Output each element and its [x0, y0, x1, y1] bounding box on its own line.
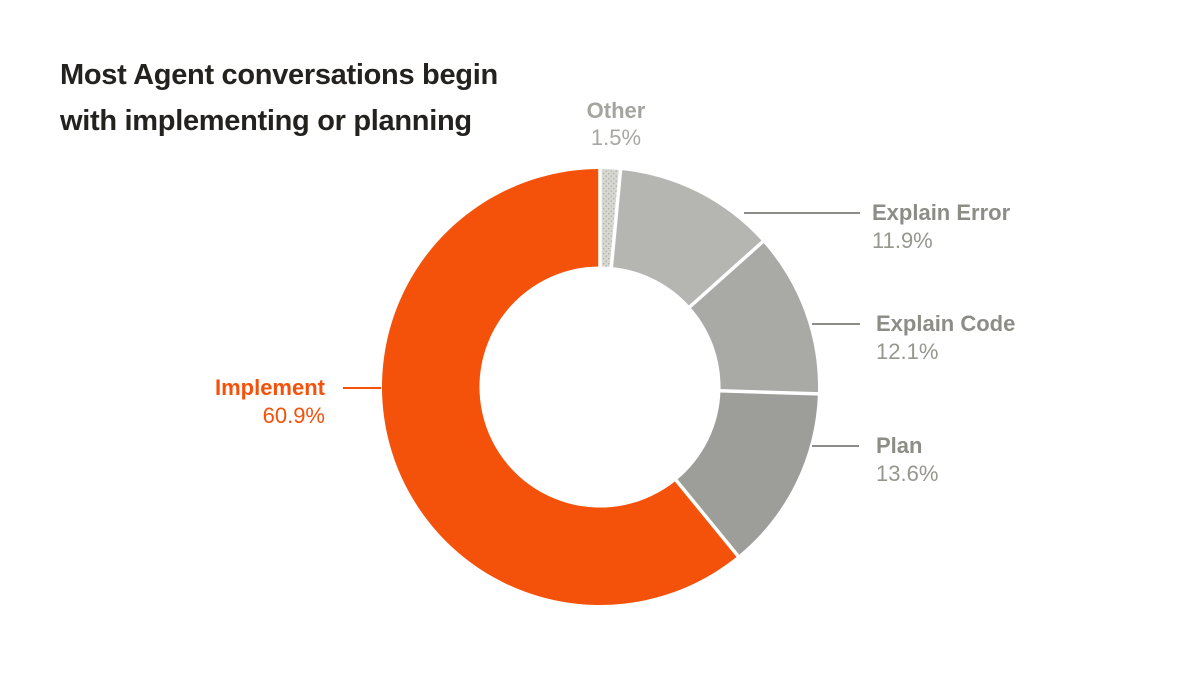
segment-label-explain-error: Explain Error 11.9%	[872, 199, 1010, 255]
donut-slice-explain-error	[611, 169, 763, 307]
leader-line-implement	[343, 387, 381, 389]
leader-line-explain-error	[744, 212, 860, 214]
segment-label-implement: Implement 60.9%	[125, 374, 325, 430]
segment-name: Explain Error	[872, 200, 1011, 225]
segment-label-plan: Plan 13.6%	[876, 432, 938, 488]
segment-value: 60.9%	[262, 403, 325, 428]
slice-separator	[688, 239, 765, 309]
slice-separator	[719, 389, 819, 396]
donut-slice-implement	[381, 168, 738, 605]
slice-separator	[674, 478, 740, 558]
segment-value: 13.6%	[876, 461, 939, 486]
segment-name: Explain Code	[876, 311, 1016, 336]
donut-slice-plan	[676, 390, 818, 556]
chart-title-line-1: Most Agent conversations begin	[60, 59, 498, 91]
leader-line-explain-code	[812, 323, 860, 325]
chart-title: Most Agent conversations begin with impl…	[60, 52, 498, 144]
segment-label-other: Other 1.5%	[556, 97, 676, 151]
segment-name: Other	[586, 98, 646, 123]
segment-value: 12.1%	[876, 339, 939, 364]
segment-value: 11.9%	[872, 228, 933, 253]
chart-title-line-2: with implementing or planning	[60, 105, 472, 137]
segment-value: 1.5%	[590, 125, 642, 150]
segment-name: Plan	[876, 433, 923, 458]
slice-separator	[609, 168, 623, 269]
donut-slice-other	[600, 169, 621, 267]
leader-line-plan	[812, 445, 859, 447]
segment-name: Implement	[214, 375, 325, 400]
segment-label-explain-code: Explain Code 12.1%	[876, 310, 1015, 366]
